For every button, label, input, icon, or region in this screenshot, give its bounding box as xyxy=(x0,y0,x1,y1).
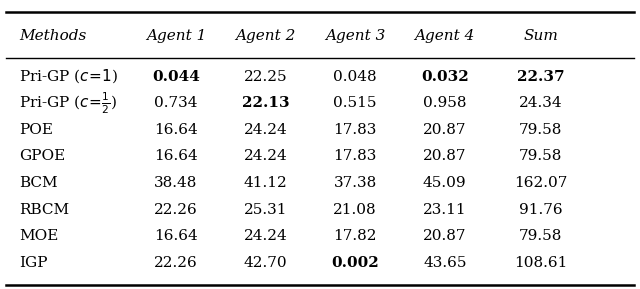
Text: Sum: Sum xyxy=(524,29,558,43)
Text: Pri-GP ($c\!=\!1$): Pri-GP ($c\!=\!1$) xyxy=(19,68,118,86)
Text: 20.87: 20.87 xyxy=(423,149,467,163)
Text: 38.48: 38.48 xyxy=(154,176,198,190)
Text: 42.70: 42.70 xyxy=(244,256,287,270)
Text: 24.34: 24.34 xyxy=(519,96,563,110)
Text: 0.515: 0.515 xyxy=(333,96,377,110)
Text: 108.61: 108.61 xyxy=(514,256,568,270)
Text: 22.13: 22.13 xyxy=(242,96,289,110)
Text: 22.26: 22.26 xyxy=(154,203,198,216)
Text: 16.64: 16.64 xyxy=(154,149,198,163)
Text: 20.87: 20.87 xyxy=(423,123,467,137)
Text: Agent 3: Agent 3 xyxy=(325,29,385,43)
Text: 22.26: 22.26 xyxy=(154,256,198,270)
Text: 0.032: 0.032 xyxy=(421,70,468,84)
Text: 79.58: 79.58 xyxy=(519,149,563,163)
Text: 23.11: 23.11 xyxy=(423,203,467,216)
Text: GPOE: GPOE xyxy=(19,149,65,163)
Text: Agent 4: Agent 4 xyxy=(415,29,475,43)
Text: 79.58: 79.58 xyxy=(519,123,563,137)
Text: 0.734: 0.734 xyxy=(154,96,198,110)
Text: 22.37: 22.37 xyxy=(517,70,564,84)
Text: 17.82: 17.82 xyxy=(333,229,377,243)
Text: 16.64: 16.64 xyxy=(154,229,198,243)
Text: 43.65: 43.65 xyxy=(423,256,467,270)
Text: 17.83: 17.83 xyxy=(333,123,377,137)
Text: MOE: MOE xyxy=(19,229,59,243)
Text: Methods: Methods xyxy=(19,29,86,43)
Text: 37.38: 37.38 xyxy=(333,176,377,190)
Text: 24.24: 24.24 xyxy=(244,123,287,137)
Text: 25.31: 25.31 xyxy=(244,203,287,216)
Text: 21.08: 21.08 xyxy=(333,203,377,216)
Text: 20.87: 20.87 xyxy=(423,229,467,243)
Text: BCM: BCM xyxy=(19,176,58,190)
Text: 24.24: 24.24 xyxy=(244,149,287,163)
Text: 24.24: 24.24 xyxy=(244,229,287,243)
Text: POE: POE xyxy=(19,123,53,137)
Text: 79.58: 79.58 xyxy=(519,229,563,243)
Text: 22.25: 22.25 xyxy=(244,70,287,84)
Text: 0.958: 0.958 xyxy=(423,96,467,110)
Text: 16.64: 16.64 xyxy=(154,123,198,137)
Text: Agent 1: Agent 1 xyxy=(146,29,206,43)
Text: RBCM: RBCM xyxy=(19,203,69,216)
Text: 41.12: 41.12 xyxy=(244,176,287,190)
Text: 0.002: 0.002 xyxy=(332,256,379,270)
Text: 0.044: 0.044 xyxy=(152,70,200,84)
Text: 91.76: 91.76 xyxy=(519,203,563,216)
Text: IGP: IGP xyxy=(19,256,48,270)
Text: 162.07: 162.07 xyxy=(514,176,568,190)
Text: 45.09: 45.09 xyxy=(423,176,467,190)
Text: Agent 2: Agent 2 xyxy=(236,29,296,43)
Text: 0.048: 0.048 xyxy=(333,70,377,84)
Text: 17.83: 17.83 xyxy=(333,149,377,163)
Text: Pri-GP ($c\!=\!\frac{1}{2}$): Pri-GP ($c\!=\!\frac{1}{2}$) xyxy=(19,90,118,116)
